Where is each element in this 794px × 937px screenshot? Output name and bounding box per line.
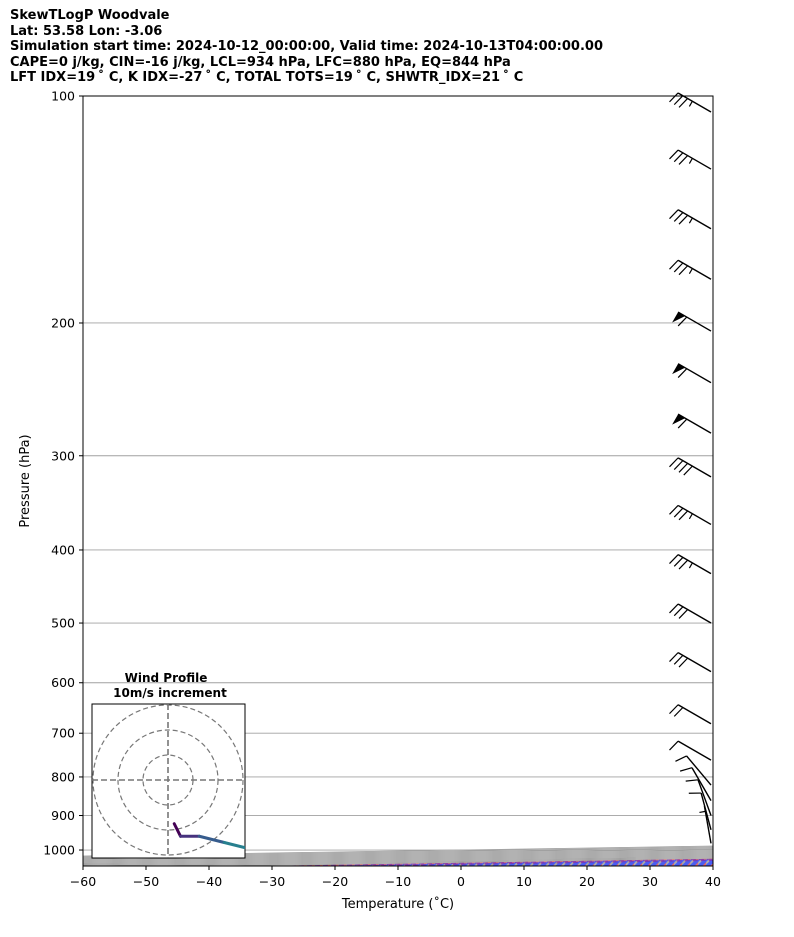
y-tick-label: 400: [51, 542, 75, 557]
isotherm-line: [712, 865, 713, 866]
x-axis: −60 −50 −40 −30 −20 −10 0 10 20 30 40: [70, 866, 721, 889]
y-tick-label: 1000: [43, 843, 75, 858]
moist-adiabat-line: [586, 863, 713, 866]
x-tick-label: −10: [385, 874, 411, 889]
moist-adiabat-line: [681, 864, 713, 866]
y-tick-label: 300: [51, 448, 75, 463]
y-tick-label: 500: [51, 616, 75, 631]
isotherm-line: [208, 857, 713, 866]
indices-line-1: CAPE=0 j/kg, CIN=-16 j/kg, LCL=934 hPa, …: [10, 54, 511, 70]
dry-adiabat-line: [357, 859, 713, 866]
wind-barb: [669, 554, 712, 575]
y-tick-label: 700: [51, 726, 75, 741]
x-tick-label: −20: [322, 874, 348, 889]
isotherm-line: [586, 863, 713, 866]
wind-barbs: [669, 92, 712, 844]
wind-barb: [672, 363, 712, 384]
isotherm-line: [460, 861, 713, 866]
y-tick-label: 900: [51, 808, 75, 823]
y-axis: 100 200 300 400 500 600 700 800 900 1000: [43, 89, 83, 858]
location-line: Lat: 53.58 Lon: -3.06: [10, 23, 163, 39]
wind-barb: [669, 259, 712, 280]
mixing-ratio-line: [290, 858, 713, 866]
dry-adiabat-line: [485, 861, 713, 866]
wind-barb: [672, 311, 712, 332]
y-tick-label: 600: [51, 675, 75, 690]
mixing-ratio-line: [356, 859, 713, 866]
dry-adiabat-line: [293, 858, 713, 866]
x-tick-label: 40: [705, 874, 721, 889]
wind-barb: [669, 740, 712, 761]
inset-title: Wind Profile: [125, 671, 208, 685]
hodograph-trace: [197, 834, 226, 844]
y-tick-label: 100: [51, 89, 75, 104]
moist-adiabat-line: [649, 864, 713, 866]
x-tick-label: 0: [457, 874, 465, 889]
chart-header: SkewTLogP Woodvale Lat: 53.58 Lon: -3.06…: [10, 8, 603, 86]
moist-adiabat-line: [366, 859, 713, 866]
wind-barb: [699, 805, 712, 844]
isotherm-line: [334, 859, 713, 866]
x-tick-label: 10: [516, 874, 532, 889]
wind-barb: [675, 755, 712, 786]
hodograph-trace: [172, 822, 182, 838]
x-tick-label: 20: [579, 874, 595, 889]
wind-barb: [669, 209, 712, 230]
moist-adiabat-line: [712, 865, 713, 866]
inset-subtitle: 10m/s increment: [113, 686, 227, 700]
moist-adiabat-line: [523, 862, 713, 866]
moist-adiabat-line: [429, 860, 713, 866]
moist-adiabat-line: [397, 860, 713, 866]
wind-barb: [685, 779, 712, 816]
x-axis-label: Temperature (˚C): [341, 896, 454, 912]
wind-barb: [669, 149, 712, 170]
indices-line-2: LFT IDX=19 ˚ C, K IDX=-27 ˚ C, TOTAL TOT…: [10, 70, 524, 85]
moist-adiabat-line: [460, 861, 713, 866]
wind-barb: [669, 603, 712, 624]
chart-title: SkewTLogP Woodvale: [10, 8, 170, 23]
wind-barb: [669, 457, 712, 478]
x-tick-label: −50: [133, 874, 159, 889]
wind-barb: [679, 767, 712, 801]
y-axis-label: Pressure (hPa): [18, 434, 33, 527]
y-tick-label: 800: [51, 769, 75, 784]
hodograph-trace: [222, 841, 245, 850]
hodograph-inset: Wind Profile 10m/s increment: [91, 671, 246, 859]
dry-adiabat-line: [612, 863, 713, 866]
wind-barb: [688, 792, 712, 830]
isotherm-line: [271, 858, 713, 866]
dry-adiabat-line: [741, 96, 794, 866]
x-tick-label: 30: [642, 874, 658, 889]
y-tick-label: 200: [51, 315, 75, 330]
moist-adiabat-line: [555, 862, 713, 866]
x-tick-label: −40: [196, 874, 222, 889]
moist-adiabat-line: [618, 863, 713, 866]
moist-adiabat-line: [334, 859, 713, 866]
wind-barb: [672, 413, 712, 434]
dry-adiabat-line: [421, 860, 713, 866]
isotherm-line: [523, 862, 713, 866]
wind-barb: [669, 504, 712, 526]
wind-barb: [669, 704, 712, 725]
wind-barb: [669, 652, 712, 673]
time-line: Simulation start time: 2024-10-12_00:00:…: [10, 39, 603, 54]
x-tick-label: −60: [70, 874, 96, 889]
x-tick-label: −30: [259, 874, 285, 889]
isotherm-line: [649, 864, 713, 866]
moist-adiabat-line: [492, 861, 713, 866]
dry-adiabat-line: [548, 862, 713, 866]
isotherm-line: [397, 860, 713, 866]
